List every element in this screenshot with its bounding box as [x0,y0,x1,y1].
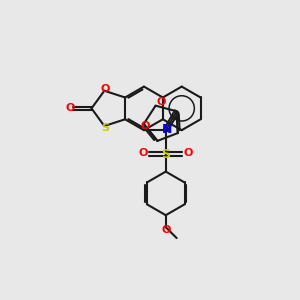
Text: O: O [161,225,170,235]
Text: S: S [101,123,109,133]
Text: N: N [162,123,172,136]
Text: O: O [157,97,166,107]
Text: O: O [65,103,75,113]
Text: O: O [139,148,148,158]
Text: S: S [161,148,170,161]
Text: O: O [183,148,193,158]
Text: O: O [140,121,149,131]
Text: O: O [100,84,110,94]
